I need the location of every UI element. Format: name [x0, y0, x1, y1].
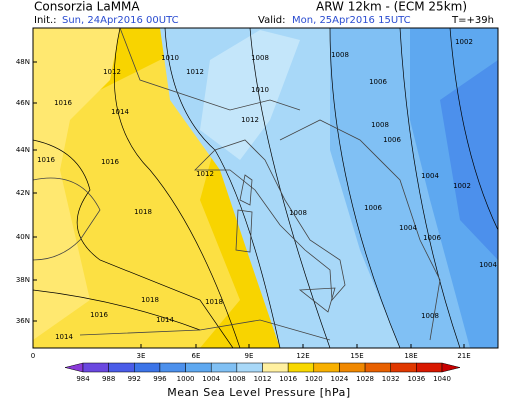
isobar-label: 1014 — [55, 333, 73, 341]
lon-label: 15E — [350, 352, 363, 360]
isobar-label: 1008 — [289, 209, 307, 217]
colorbar-box — [262, 362, 289, 373]
isobar-label: 1016 — [101, 158, 119, 166]
isobar-label: 1012 — [241, 116, 259, 124]
colorbar-label: 1040 — [433, 375, 451, 383]
isobar-label: 1006 — [423, 234, 441, 242]
isobar-label: 1012 — [196, 170, 214, 178]
isobar-label: 1004 — [421, 172, 439, 180]
isobar-label: 1012 — [186, 68, 204, 76]
colorbar-label: 1012 — [254, 375, 272, 383]
colorbar-label: 984 — [76, 375, 90, 383]
colorbar-box — [313, 362, 340, 373]
lon-label: 3E — [137, 352, 146, 360]
colorbar-box — [364, 362, 391, 373]
isobar-label: 1012 — [103, 68, 121, 76]
colorbar-label: 1020 — [305, 375, 323, 383]
lat-label: 42N — [16, 189, 30, 197]
colorbar-end — [64, 362, 84, 373]
colorbar-box — [390, 362, 417, 373]
map-field — [33, 28, 498, 348]
colorbar-box — [134, 362, 161, 373]
lead: T=+39h — [451, 15, 494, 26]
colorbar-label: 988 — [102, 375, 115, 383]
lon-label: 18E — [404, 352, 417, 360]
colorbar-box — [185, 362, 212, 373]
lon-label: 12E — [296, 352, 309, 360]
lat-label: 36N — [16, 317, 30, 325]
init-label: Init.: — [34, 15, 57, 26]
colorbar-label: 1032 — [382, 375, 400, 383]
isobar-label: 1016 — [54, 99, 72, 107]
colorbar-label: 1016 — [279, 375, 297, 383]
isobar-label: 1004 — [479, 261, 497, 269]
isobar-label: 1008 — [421, 312, 439, 320]
isobar-label: 1008 — [371, 121, 389, 129]
lon-label: 21E — [457, 352, 470, 360]
lat-label: 38N — [16, 276, 30, 284]
colorbar-box — [159, 362, 186, 373]
lon-label: 6E — [192, 352, 201, 360]
colorbar-box — [416, 362, 443, 373]
colorbar-box — [210, 362, 238, 373]
isobar-label: 1010 — [251, 86, 269, 94]
colorbar-label: 1024 — [331, 375, 349, 383]
model: ARW 12km - (ECM 25km) — [316, 0, 467, 14]
isobar-label: 1014 — [111, 108, 129, 116]
colorbar-label: 1004 — [202, 375, 220, 383]
colorbar-box — [287, 362, 315, 373]
colorbar-label: 992 — [128, 375, 141, 383]
lat-label: 44N — [16, 146, 30, 154]
isobar-label: 1004 — [399, 224, 417, 232]
valid: Mon, 25Apr2016 15UTC — [292, 15, 411, 26]
isobar-label: 1016 — [37, 156, 55, 164]
valid-label: Valid: — [258, 15, 285, 26]
isobar-label: 1002 — [453, 182, 471, 190]
colorbar-label: 1000 — [177, 375, 195, 383]
isobar-label: 1016 — [90, 311, 108, 319]
init: Sun, 24Apr2016 00UTC — [62, 15, 179, 26]
isobar-label: 1014 — [156, 316, 174, 324]
isobar-label: 1008 — [331, 51, 349, 59]
isobar-label: 1008 — [251, 54, 269, 62]
isobar-label: 1006 — [364, 204, 382, 212]
lat-label: 40N — [16, 233, 30, 241]
lat-label: 46N — [16, 99, 30, 107]
colorbar-box — [236, 362, 263, 373]
lon-label: 0 — [31, 352, 35, 360]
colorbar-label: 996 — [153, 375, 167, 383]
colorbar-box — [108, 362, 135, 373]
colorbar-box — [82, 362, 109, 373]
isobar-label: 1002 — [455, 38, 473, 46]
colorbar-label: 1008 — [228, 375, 246, 383]
map-frame — [32, 27, 499, 349]
isobar-label: 1018 — [205, 298, 223, 306]
colorbar-end — [441, 362, 461, 373]
isobar-label: 1006 — [383, 136, 401, 144]
colorbar-box — [339, 362, 366, 373]
colorbar-title: Mean Sea Level Pressure [hPa] — [167, 386, 350, 399]
isobar-label: 1018 — [141, 296, 159, 304]
colorbar-label: 1036 — [407, 375, 425, 383]
lon-label: 9E — [245, 352, 254, 360]
isobar-label: 1018 — [134, 208, 152, 216]
org: Consorzia LaMMA — [34, 0, 140, 14]
colorbar-label: 1028 — [356, 375, 374, 383]
lat-label: 48N — [16, 58, 30, 66]
isobar-label: 1006 — [369, 78, 387, 86]
isobar-label: 1010 — [161, 54, 179, 62]
